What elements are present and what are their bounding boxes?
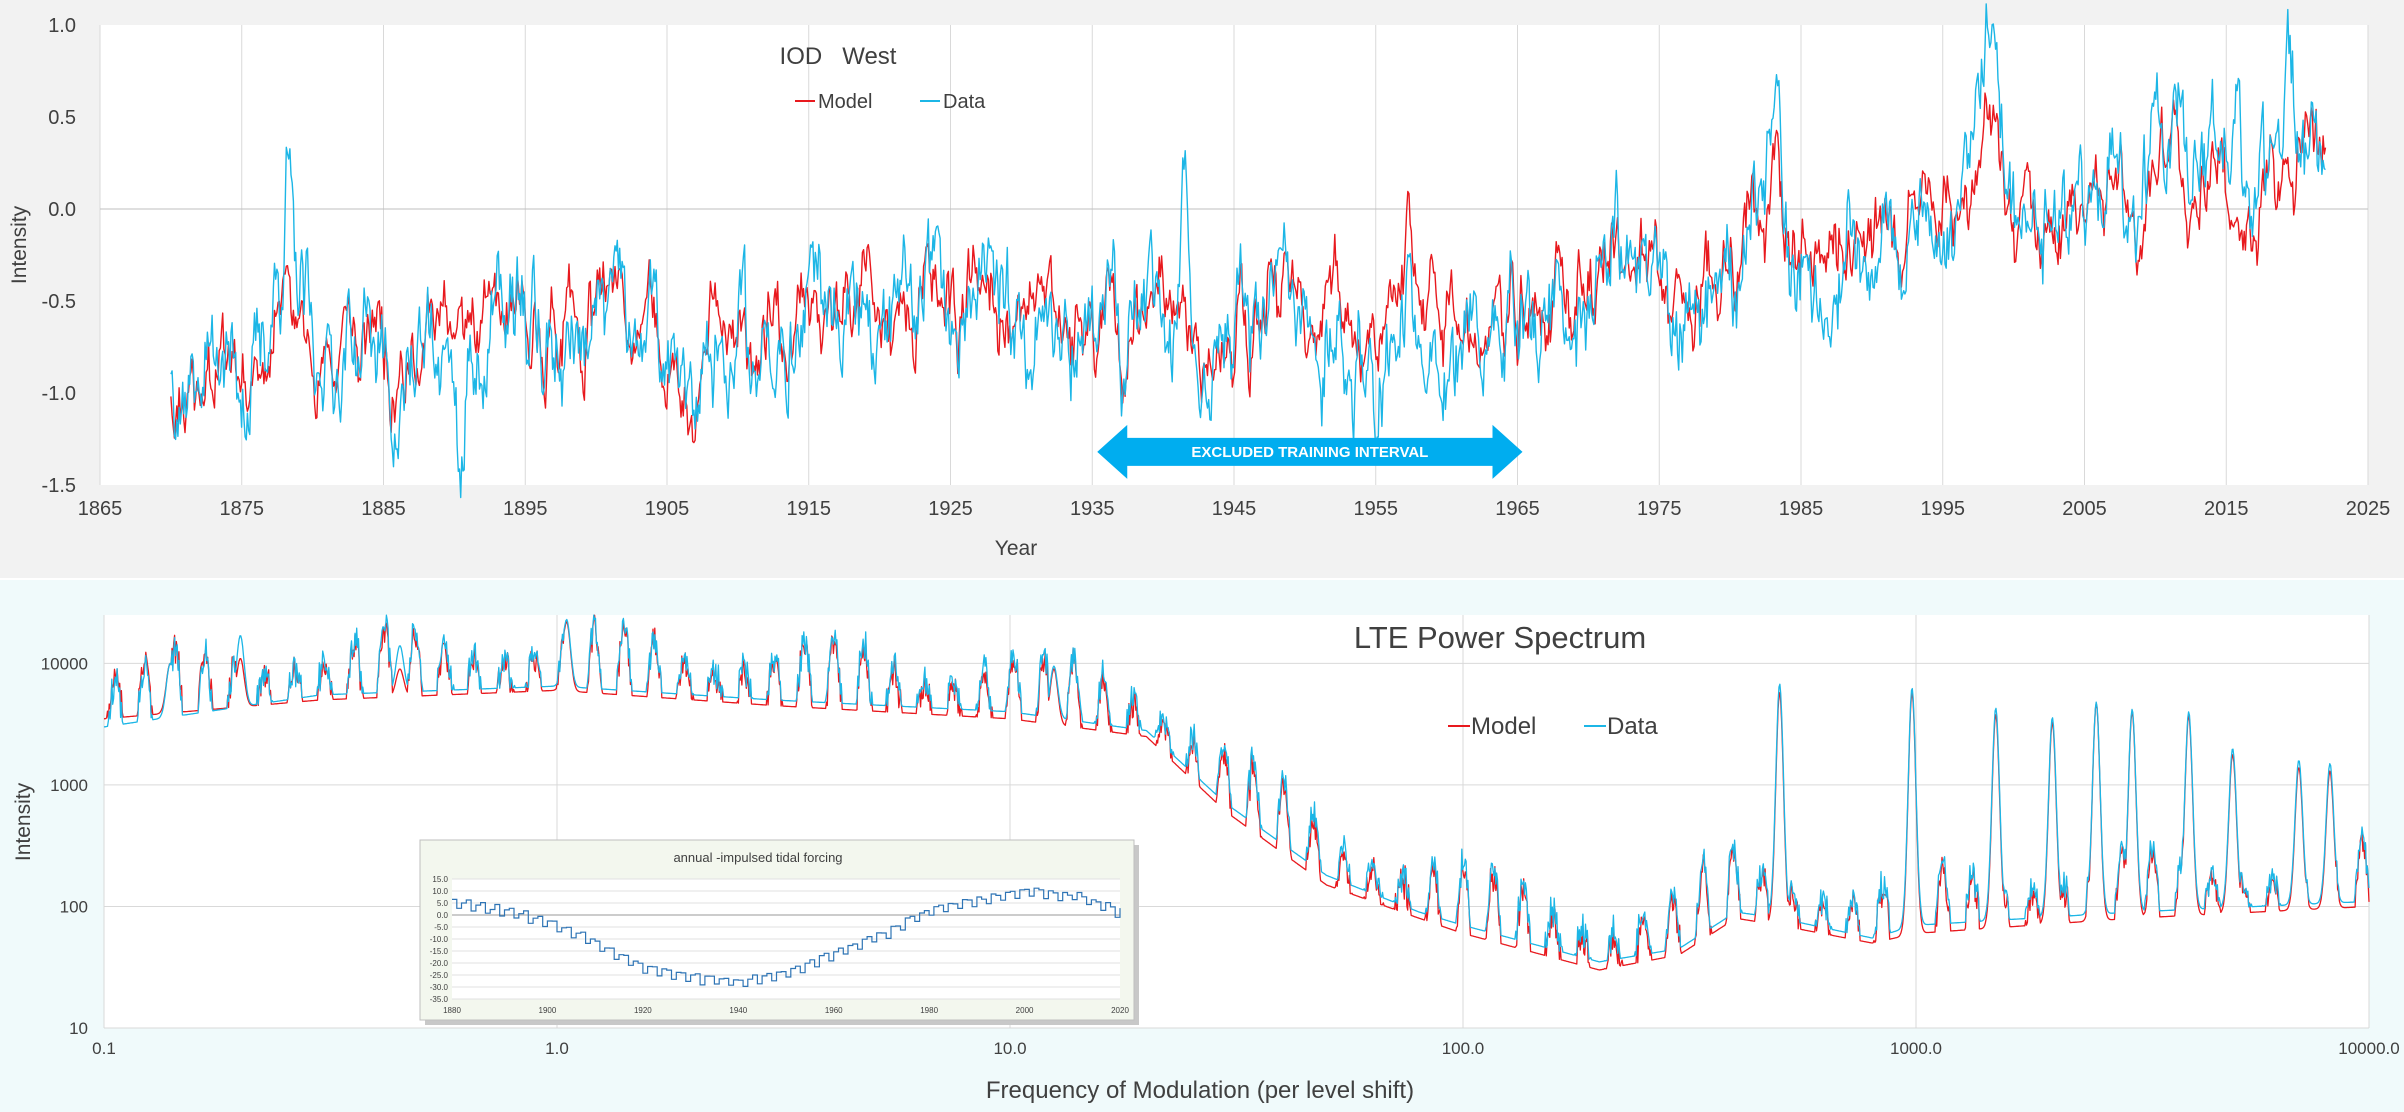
top-x-tick-label: 1995 <box>1921 498 1966 520</box>
top-x-tick-label: 1945 <box>1212 498 1257 520</box>
inset-y-tick-labels: 15.0 10.0 5.0 0.0 -5.0 -10.0 -15.0 -20.0 -25.0 -3… <box>430 875 449 1004</box>
inset-y-tick-label: -30.0 <box>430 983 449 992</box>
top-x-axis-label: Year <box>995 537 1037 560</box>
top-x-tick-label: 1905 <box>645 498 690 520</box>
bottom-x-tick-label: 10000.0 <box>2338 1039 2399 1058</box>
inset-x-tick-label: 1940 <box>729 1006 747 1015</box>
inset-x-tick-label: 1980 <box>920 1006 938 1015</box>
bottom-x-tick-label: 1.0 <box>545 1039 569 1058</box>
inset-y-tick-label: 10.0 <box>432 887 448 896</box>
inset-forcing-line <box>452 887 1121 987</box>
top-y-tick-label: 0.5 <box>48 107 76 129</box>
excluded-interval-label: EXCLUDED TRAINING INTERVAL <box>1191 444 1428 461</box>
inset-chart: annual -impulsed tidal forcing 1880 1900 1… <box>419 839 1139 1025</box>
top-x-tick-label: 1895 <box>503 498 548 520</box>
inset-y-tick-label: 15.0 <box>432 875 448 884</box>
excluded-training-interval-arrow: EXCLUDED TRAINING INTERVAL <box>1097 424 1523 479</box>
bottom-x-tick-label: 100.0 <box>1442 1039 1485 1058</box>
inset-x-tick-label: 1880 <box>443 1006 461 1015</box>
top-data-line <box>170 3 2326 499</box>
top-y-tick-label: -0.5 <box>42 291 76 313</box>
inset-title: annual -impulsed tidal forcing <box>673 850 842 865</box>
top-x-tick-label: 1915 <box>787 498 832 520</box>
inset-y-tick-label: -15.0 <box>430 947 449 956</box>
inset-x-tick-labels: 1880 1900 1920 1940 1960 1980 2000 2020 <box>443 1006 1129 1015</box>
bottom-y-tick-label: 100 <box>60 897 88 916</box>
top-x-tick-label: 1965 <box>1495 498 1540 520</box>
bottom-x-tick-label: 0.1 <box>92 1039 116 1058</box>
inset-y-tick-label: 0.0 <box>437 911 449 920</box>
inset-y-tick-label: -20.0 <box>430 959 449 968</box>
inset-y-tick-label: -35.0 <box>430 995 449 1004</box>
bottom-legend-data-label: Data <box>1607 713 1658 740</box>
top-x-tick-label: 1865 <box>78 498 123 520</box>
top-x-tick-label: 1935 <box>1070 498 1115 520</box>
inset-y-tick-label: -5.0 <box>434 923 448 932</box>
top-x-tick-label: 1955 <box>1354 498 1399 520</box>
top-series-model <box>170 92 2327 444</box>
inset-x-tick-label: 1920 <box>634 1006 652 1015</box>
top-y-tick-label: -1.0 <box>42 383 76 405</box>
bottom-x-tick-label: 1000.0 <box>1890 1039 1942 1058</box>
top-series-data <box>170 3 2326 499</box>
top-model-line <box>170 92 2327 444</box>
top-y-axis-label: Intensity <box>8 205 31 284</box>
top-legend-data-label: Data <box>943 91 986 113</box>
bottom-y-tick-labels: 10000 1000 100 10 <box>41 654 88 1038</box>
inset-gridlines <box>452 878 1120 1000</box>
top-x-tick-label: 1925 <box>928 498 973 520</box>
inset-x-tick-label: 1900 <box>539 1006 557 1015</box>
top-x-tick-label: 1985 <box>1779 498 1824 520</box>
inset-y-tick-label: 5.0 <box>437 899 449 908</box>
top-y-tick-label: 1.0 <box>48 15 76 37</box>
inset-x-tick-label: 1960 <box>825 1006 843 1015</box>
inset-series <box>452 887 1121 987</box>
bottom-x-axis-label: Frequency of Modulation (per level shift… <box>986 1077 1414 1104</box>
inset-y-tick-label: -25.0 <box>430 971 449 980</box>
top-legend-model-label: Model <box>818 91 872 113</box>
bottom-x-tick-label: 10.0 <box>993 1039 1026 1058</box>
bottom-legend-model-label: Model <box>1471 713 1536 740</box>
inset-x-tick-label: 2000 <box>1016 1006 1034 1015</box>
bottom-x-tick-labels: 0.1 1.0 10.0 100.0 1000.0 10000.0 <box>92 1039 2400 1058</box>
top-x-tick-label: 1885 <box>361 498 406 520</box>
top-x-tick-label: 1975 <box>1637 498 1682 520</box>
bottom-series-data <box>103 614 2370 963</box>
top-x-tick-label: 1875 <box>220 498 265 520</box>
bottom-data-line <box>103 614 2370 963</box>
top-y-tick-labels: 1.0 0.5 0.0 -0.5 -1.0 -1.5 <box>42 15 76 497</box>
top-x-tick-labels: 1865 1875 1885 1895 1905 1915 1925 1935 1945 1955… <box>78 498 2391 520</box>
top-x-tick-label: 2015 <box>2204 498 2249 520</box>
bottom-y-tick-label: 10 <box>69 1019 88 1038</box>
top-chart-title: IOD West <box>780 43 897 70</box>
inset-y-tick-label: -10.0 <box>430 935 449 944</box>
bottom-y-tick-label: 1000 <box>50 776 88 795</box>
bottom-y-axis-label: Intensity <box>12 782 35 861</box>
excluded-interval-arrow-shape <box>1097 424 1523 479</box>
bottom-y-tick-label: 10000 <box>41 654 88 673</box>
inset-x-tick-label: 2020 <box>1111 1006 1129 1015</box>
top-x-tick-label: 2025 <box>2346 498 2391 520</box>
top-x-tick-label: 2005 <box>2062 498 2107 520</box>
bottom-chart-title: LTE Power Spectrum <box>1354 620 1646 655</box>
top-y-tick-label: 0.0 <box>48 199 76 221</box>
top-y-tick-label: -1.5 <box>42 475 76 497</box>
